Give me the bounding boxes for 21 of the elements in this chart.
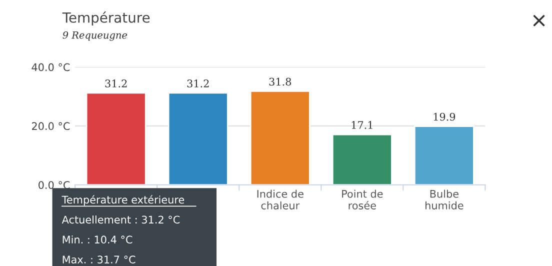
x-tick-label: Bulbe humide — [426, 190, 464, 210]
text: Température extérieure — [62, 195, 184, 206]
data-label: 31.8 — [269, 78, 292, 86]
text: Min. : 10.4 °C — [62, 235, 132, 244]
data-label: 17.1 — [352, 121, 372, 129]
text: Actuellement : 31.2 °C — [62, 216, 180, 224]
x-tick-label: Point de rosée — [342, 190, 383, 210]
y-tick-label: 20.0 °C — [32, 122, 70, 130]
bar — [332, 134, 392, 185]
bar — [250, 90, 310, 185]
text: Max. : 31.7 °C — [62, 256, 136, 264]
chart-subtitle: 9 Requeugne — [62, 31, 128, 41]
bar — [168, 92, 228, 185]
data-label: 31.2 — [187, 80, 209, 88]
data-label: 19.9 — [434, 112, 456, 121]
bar — [86, 92, 146, 185]
y-tick-label: 40.0 °C — [32, 63, 70, 72]
chart-title: Température — [62, 12, 150, 26]
bar — [414, 126, 474, 185]
x-tick-label: Indice de chaleur — [257, 190, 304, 210]
data-label: 31.2 — [105, 80, 127, 88]
